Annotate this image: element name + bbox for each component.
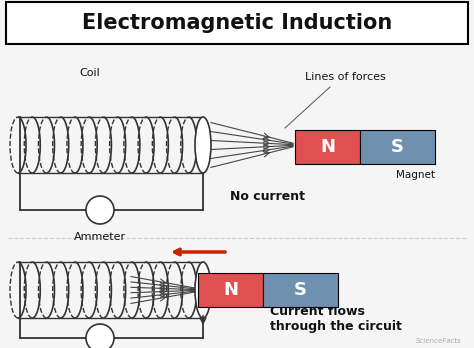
Text: No current: No current bbox=[230, 190, 305, 204]
Circle shape bbox=[86, 196, 114, 224]
Text: S: S bbox=[391, 138, 404, 156]
Text: N: N bbox=[320, 138, 335, 156]
Text: Ammeter: Ammeter bbox=[74, 232, 126, 242]
Ellipse shape bbox=[195, 117, 211, 173]
Text: N: N bbox=[223, 281, 238, 299]
Text: Lines of forces: Lines of forces bbox=[305, 72, 386, 82]
Text: S: S bbox=[294, 281, 307, 299]
Text: ScienceFacts: ScienceFacts bbox=[416, 338, 462, 344]
Text: Electromagnetic Induction: Electromagnetic Induction bbox=[82, 13, 392, 33]
Text: Magnet: Magnet bbox=[396, 170, 435, 180]
Ellipse shape bbox=[195, 262, 211, 318]
FancyBboxPatch shape bbox=[198, 273, 263, 307]
FancyBboxPatch shape bbox=[6, 2, 468, 44]
Text: Coil: Coil bbox=[80, 68, 100, 78]
FancyBboxPatch shape bbox=[263, 273, 338, 307]
Text: Current flows
through the circuit: Current flows through the circuit bbox=[270, 305, 402, 333]
FancyBboxPatch shape bbox=[360, 130, 435, 164]
FancyBboxPatch shape bbox=[295, 130, 360, 164]
Circle shape bbox=[86, 324, 114, 348]
